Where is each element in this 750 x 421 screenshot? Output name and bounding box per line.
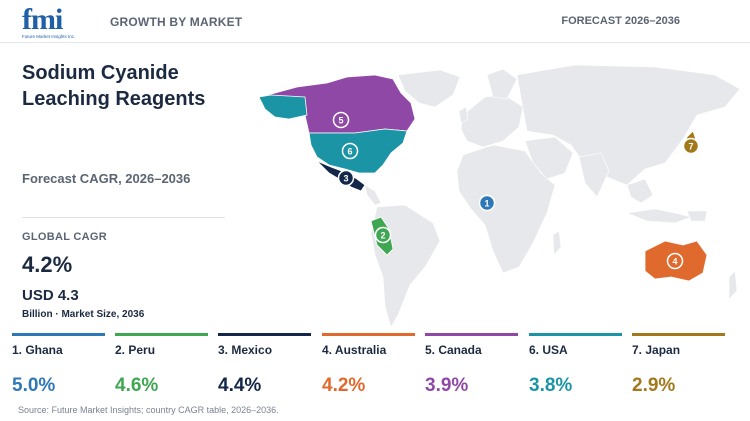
- country-color-bar: [115, 333, 208, 336]
- map-marker-rank: 6: [347, 147, 352, 157]
- map-marker-3[interactable]: 3: [337, 169, 355, 187]
- brand-logo-text: fmi: [22, 3, 63, 36]
- market-size-value: USD 4.3: [22, 287, 79, 304]
- forecast-cagr-label: Forecast CAGR, 2026–2036: [22, 171, 191, 186]
- brand-logo[interactable]: fmi Future Market Insights Inc.: [22, 3, 92, 40]
- land-indonesia: [625, 208, 693, 224]
- map-marker-circle: [666, 252, 684, 270]
- divider: [22, 217, 225, 218]
- country-name: 5. Canada: [425, 343, 482, 357]
- country-cagr-value: 4.4%: [218, 375, 262, 396]
- land-india: [578, 152, 610, 198]
- land-alaska[interactable]: [258, 94, 308, 120]
- forecast-period-label: FORECAST 2026–2036: [561, 15, 680, 27]
- country-name: 7. Japan: [632, 343, 681, 357]
- world-map: 1 2 3 4 5 6 7: [258, 64, 741, 328]
- map-marker-5[interactable]: 5: [332, 111, 350, 129]
- country-name: 1. Ghana: [12, 343, 63, 357]
- map-marker-rank: 4: [672, 257, 677, 267]
- brand-tagline: Future Market Insights Inc.: [22, 34, 76, 39]
- page-title: Sodium Cyanide Leaching Reagents: [22, 62, 206, 110]
- land-scandinavia: [486, 68, 518, 100]
- map-markers: 1 2 3 4 5 6 7: [332, 111, 700, 270]
- land-new-guinea: [686, 210, 708, 222]
- base-landmass: [364, 64, 741, 328]
- country-color-bar: [218, 333, 311, 336]
- country-card-japan[interactable]: 7. Japan 2.9%: [632, 333, 725, 403]
- country-cagr-value: 4.2%: [322, 375, 366, 396]
- map-marker-6[interactable]: 6: [341, 142, 359, 160]
- country-card-ghana[interactable]: 1. Ghana 5.0%: [12, 333, 105, 403]
- map-marker-circle: [374, 226, 392, 244]
- land-greenland: [397, 69, 461, 108]
- country-cagr-strip: 1. Ghana 5.0% 2. Peru 4.6% 3. Mexico 4.4…: [12, 333, 740, 403]
- header-bar: fmi Future Market Insights Inc. GROWTH B…: [0, 0, 750, 43]
- source-note: Source: Future Market Insights; country …: [18, 405, 279, 415]
- land-madagascar: [552, 230, 562, 256]
- global-cagr-label: GLOBAL CAGR: [22, 231, 107, 243]
- map-marker-rank: 1: [484, 199, 489, 209]
- land-middle-east: [524, 136, 574, 180]
- country-color-bar: [12, 333, 105, 336]
- country-name: 4. Australia: [322, 343, 387, 357]
- country-name: 3. Mexico: [218, 343, 273, 357]
- map-marker-rank: 2: [380, 231, 385, 241]
- map-marker-4[interactable]: 4: [666, 252, 684, 270]
- country-card-peru[interactable]: 2. Peru 4.6%: [115, 333, 208, 403]
- land-africa: [456, 144, 556, 274]
- country-name: 2. Peru: [115, 343, 156, 357]
- global-cagr-value: 4.2%: [22, 252, 73, 277]
- country-cagr-value: 2.9%: [632, 375, 676, 396]
- country-cagr-value: 3.8%: [529, 375, 573, 396]
- country-card-usa[interactable]: 6. USA 3.8%: [529, 333, 622, 403]
- country-card-australia[interactable]: 4. Australia 4.2%: [322, 333, 415, 403]
- country-card-canada[interactable]: 5. Canada 3.9%: [425, 333, 518, 403]
- country-color-bar: [322, 333, 415, 336]
- map-marker-rank: 3: [343, 174, 348, 184]
- land-europe: [460, 94, 524, 148]
- country-cagr-value: 5.0%: [12, 375, 56, 396]
- country-card-mexico[interactable]: 3. Mexico 4.4%: [218, 333, 311, 403]
- map-marker-circle: [332, 111, 350, 129]
- map-marker-circle: [341, 142, 359, 160]
- land-new-zealand: [728, 270, 738, 300]
- map-marker-1[interactable]: 1: [478, 194, 496, 212]
- country-color-bar: [632, 333, 725, 336]
- land-central-america: [364, 184, 382, 206]
- map-marker-2[interactable]: 2: [374, 226, 392, 244]
- market-size-unit: Billion · Market Size, 2036: [22, 309, 145, 320]
- land-southeast-asia: [626, 178, 654, 204]
- land-uk: [458, 106, 469, 124]
- map-marker-circle: [337, 169, 355, 187]
- country-name: 6. USA: [529, 343, 568, 357]
- map-marker-circle: [478, 194, 496, 212]
- map-marker-circle: [682, 137, 700, 155]
- country-color-bar: [529, 333, 622, 336]
- map-marker-rank: 7: [688, 142, 693, 152]
- country-cagr-value: 3.9%: [425, 375, 469, 396]
- land-asia: [516, 64, 741, 186]
- country-cagr-value: 4.6%: [115, 375, 159, 396]
- country-color-bar: [425, 333, 518, 336]
- map-marker-7[interactable]: 7: [682, 137, 700, 155]
- section-label: GROWTH BY MARKET: [110, 15, 243, 29]
- map-marker-rank: 5: [338, 116, 343, 126]
